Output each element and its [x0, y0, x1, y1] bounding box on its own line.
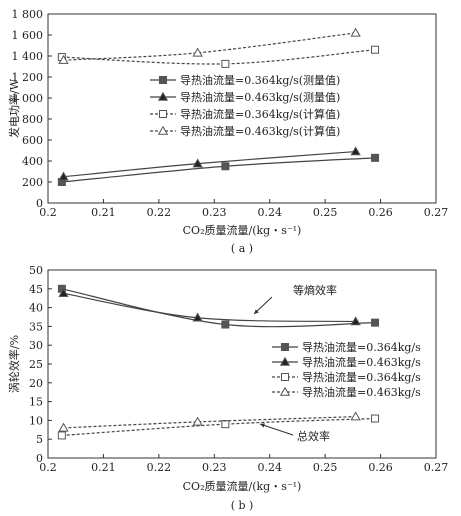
y-tick-label: 600	[22, 134, 43, 147]
legend-label: 导热油流量=0.463kg/s	[302, 385, 421, 399]
x-tick-label: 0.24	[257, 461, 282, 474]
data-point	[58, 54, 69, 64]
data-point	[371, 318, 380, 327]
x-tick-label: 0.22	[147, 206, 172, 219]
y-tick-label: 200	[22, 176, 43, 189]
x-axis-title: CO₂质量流量/(kg・s⁻¹)	[183, 223, 302, 237]
series-line	[63, 32, 356, 61]
chart-a: 0.2 0.21 0.22 0.23 0.24 0.25 0.26 0.27 0 200 400 60…	[7, 8, 448, 255]
chart-b: 0.2 0.21 0.22 0.23 0.24 0.25 0.26 0.27 0 5 10 15 20 2…	[7, 264, 448, 512]
data-point	[350, 146, 361, 156]
annotation-label: 等熵效率	[293, 283, 337, 297]
data-point	[371, 45, 380, 54]
x-tick-label: 0.21	[91, 206, 116, 219]
x-tick-label: 0.2	[39, 206, 57, 219]
y-tick-label: 50	[29, 264, 43, 277]
legend-marker	[279, 356, 291, 366]
data-point	[350, 411, 361, 421]
x-tick-label: 0.25	[313, 206, 338, 219]
data-point	[192, 47, 203, 57]
legend-label: 导热油流量=0.463kg/s(测量值)	[180, 90, 340, 104]
y-tick-label: 5	[36, 433, 43, 446]
legend-label: 导热油流量=0.364kg/s	[302, 340, 421, 354]
y-tick-label: 800	[22, 113, 43, 126]
legend-marker	[157, 125, 169, 135]
y-axis-title: 涡轮效率/%	[7, 335, 21, 393]
y-tick-label: 40	[29, 302, 43, 315]
data-point	[350, 316, 361, 326]
series-line	[61, 49, 376, 65]
x-tick-label: 0.2	[39, 461, 57, 474]
series-line	[63, 416, 356, 429]
y-tick-label: 1 000	[12, 92, 44, 105]
x-tick-label: 0.22	[147, 461, 172, 474]
plot-frame	[47, 13, 437, 204]
y-tick-label: 1 800	[12, 8, 44, 21]
legend-label: 导热油流量=0.364kg/s	[302, 370, 421, 384]
data-point	[57, 431, 66, 440]
y-tick-label: 1 600	[12, 29, 44, 42]
data-point	[221, 59, 230, 68]
x-tick-label: 0.23	[202, 206, 227, 219]
annotation-arrowhead	[260, 423, 265, 428]
y-tick-label: 0	[36, 452, 43, 465]
annotation-arrow	[259, 423, 294, 436]
y-tick-label: 400	[22, 155, 43, 168]
data-point	[221, 320, 230, 329]
legend-label: 导热油流量=0.463kg/s(计算值)	[180, 124, 340, 138]
x-tick-label: 0.24	[257, 206, 282, 219]
x-axis-title: CO₂质量流量/(kg・s⁻¹)	[183, 479, 302, 493]
data-point	[350, 27, 361, 37]
legend-marker	[281, 343, 289, 351]
legend-label: 导热油流量=0.364kg/s(测量值)	[180, 73, 340, 87]
panel-label: ( a )	[231, 242, 253, 255]
data-point	[192, 416, 203, 426]
x-tick-label: 0.27	[424, 206, 449, 219]
data-point	[221, 162, 230, 171]
data-point	[58, 171, 69, 181]
series-line	[63, 150, 356, 178]
y-tick-label: 0	[36, 197, 43, 210]
data-point	[58, 422, 69, 432]
data-point	[192, 312, 203, 322]
x-tick-label: 0.25	[313, 461, 338, 474]
data-point	[371, 153, 380, 162]
data-point	[221, 420, 230, 429]
legend-marker	[159, 76, 167, 84]
data-point	[192, 158, 203, 168]
panel-label: ( b )	[231, 499, 254, 512]
legend-marker	[157, 91, 169, 101]
legend-marker	[281, 373, 289, 381]
y-tick-label: 1 400	[12, 50, 44, 63]
data-point	[58, 288, 69, 298]
annotation-arrowhead	[254, 309, 259, 314]
x-tick-label: 0.27	[424, 461, 449, 474]
y-axis-title: 发电功率/W	[7, 78, 21, 138]
legend-marker	[279, 386, 291, 396]
legend-label: 导热油流量=0.364kg/s(计算值)	[180, 107, 340, 121]
legend-label: 导热油流量=0.463kg/s	[302, 355, 421, 369]
x-tick-label: 0.26	[368, 206, 393, 219]
y-tick-label: 45	[29, 283, 43, 296]
y-tick-label: 30	[29, 339, 43, 352]
x-tick-label: 0.26	[368, 461, 393, 474]
data-point	[371, 414, 380, 423]
annotation-label: 总效率	[297, 429, 330, 443]
y-tick-label: 10	[29, 414, 43, 427]
x-tick-label: 0.21	[91, 461, 116, 474]
series-line	[63, 292, 356, 323]
y-tick-label: 15	[29, 396, 43, 409]
y-tick-label: 20	[29, 377, 43, 390]
y-tick-label: 35	[29, 320, 43, 333]
y-tick-label: 1 200	[12, 71, 44, 84]
y-tick-label: 25	[29, 358, 43, 371]
x-tick-label: 0.23	[202, 461, 227, 474]
legend-marker	[159, 110, 167, 118]
